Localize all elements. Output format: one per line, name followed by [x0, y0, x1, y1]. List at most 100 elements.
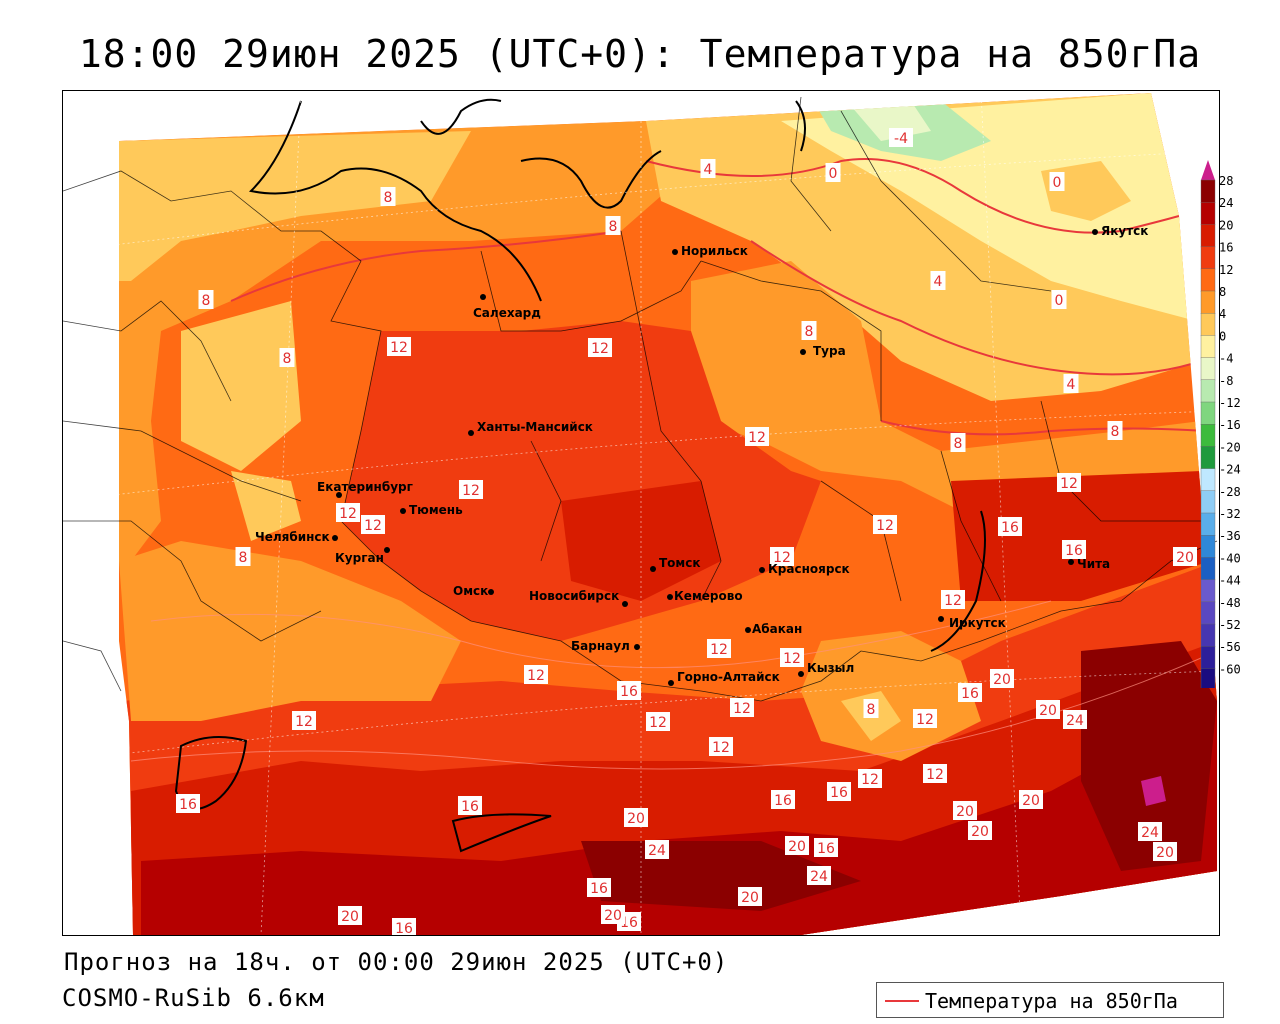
- city-label: Курган: [335, 551, 384, 565]
- contour-value-label: 12: [773, 550, 791, 566]
- contour-label-bg: [700, 159, 716, 178]
- city-label: Красноярск: [768, 562, 850, 576]
- temperature-field: [119, 93, 1217, 935]
- contour-value-label: 16: [179, 797, 197, 813]
- city-label: Салехард: [473, 306, 541, 320]
- contour-label-bg: [785, 836, 809, 855]
- contour-label-bg: [863, 699, 879, 718]
- colorbar-tick-label: -12: [1219, 396, 1241, 410]
- contour-value-label: 16: [774, 793, 792, 809]
- contour-value-label: 16: [817, 841, 835, 857]
- colorbar-swatch: [1200, 623, 1216, 647]
- contour-label-bg: [338, 906, 362, 925]
- contour-label-bg: [387, 337, 411, 356]
- contour-label-bg: [176, 794, 200, 813]
- contour-label-bg: [588, 338, 612, 357]
- colorbar-tick-label: 28: [1219, 174, 1233, 188]
- contour-value-label: 12: [591, 341, 609, 357]
- colorbar-tick-label: 20: [1219, 218, 1233, 232]
- contour-label-bg: [889, 128, 913, 147]
- contour-label-bg: [923, 764, 947, 783]
- contour-value-label: -4: [894, 131, 908, 147]
- contour-label-bg: [990, 669, 1014, 688]
- contour-label-bg: [1062, 540, 1086, 559]
- colorbar-swatch: [1200, 202, 1216, 226]
- contour-label-bg: [601, 905, 625, 924]
- city-dot: [672, 249, 678, 255]
- contour-label-bg: [380, 187, 396, 206]
- contour-value-label: 20: [341, 909, 359, 925]
- contour-value-label: 4: [704, 162, 713, 178]
- contour-value-label: 8: [805, 324, 814, 340]
- colorbar-tick-label: -52: [1219, 618, 1241, 632]
- contour-value-label: 12: [462, 483, 480, 499]
- contour-label-bg: [1063, 374, 1079, 393]
- city-markers: Норильск Якутск Салехард Тура Ханты-Мансийск…: [255, 224, 1148, 686]
- contour-value-label: 16: [461, 799, 479, 815]
- contour-value-label: 16: [395, 921, 413, 935]
- contour-label-bg: [292, 711, 316, 730]
- city-dot: [1068, 559, 1074, 565]
- city-label: Челябинск: [255, 530, 330, 544]
- contour-value-label: 16: [1065, 543, 1083, 559]
- contour-label-bg: [771, 790, 795, 809]
- contour-label-bg: [738, 887, 762, 906]
- colorbar-tick-label: 0: [1219, 329, 1226, 343]
- contour-value-label: 12: [390, 340, 408, 356]
- contour-label-bg: [235, 547, 251, 566]
- contour-label-bg: [780, 648, 804, 667]
- contour-value-label: 12: [748, 430, 766, 446]
- colorbar-swatch: [1200, 446, 1216, 470]
- contour-value-label: 0: [1055, 293, 1064, 309]
- contour-labels: -4 0 0 0 4 4 4 8 8 8 8 8 8 8 8 8 12 12 12 12 12 12 12 12 12 12 12 1…: [176, 128, 1197, 935]
- contour-label-bg: [1049, 172, 1065, 191]
- contour-value-label: 12: [783, 651, 801, 667]
- contour-value-label: 12: [339, 506, 357, 522]
- contour-label-bg: [459, 480, 483, 499]
- contour-value-label: 16: [830, 785, 848, 801]
- contour-value-label: 12: [527, 668, 545, 684]
- city-dot: [622, 601, 628, 607]
- contour-value-label: 12: [712, 740, 730, 756]
- contour-value-label: 20: [993, 672, 1011, 688]
- colorbar-swatch: [1200, 379, 1216, 403]
- contour-label-bg: [958, 683, 982, 702]
- contour-value-label: 8: [202, 293, 211, 309]
- city-label: Иркутск: [949, 616, 1006, 630]
- contour-label-bg: [1138, 822, 1162, 841]
- colorbar-swatch: [1200, 224, 1216, 248]
- colorbar-swatch: [1200, 179, 1216, 203]
- temperature-map: -4 0 0 0 4 4 4 8 8 8 8 8 8 8 8 8 12 12 12 12 12 12 12 12 12 12 12 1…: [62, 90, 1220, 936]
- colorbar-swatch: [1200, 357, 1216, 381]
- colorbar-tick-label: -56: [1219, 640, 1241, 654]
- city-label: Норильск: [681, 244, 748, 258]
- contour-label-bg: [1153, 842, 1177, 861]
- contour-value-label: 12: [876, 518, 894, 534]
- colorbar-tick-label: -40: [1219, 551, 1241, 565]
- colorbar-swatch: [1200, 401, 1216, 425]
- colorbar-tick-label: 8: [1219, 285, 1226, 299]
- colorbar-tick-label: 16: [1219, 241, 1233, 255]
- colorbar-tick-label: -20: [1219, 440, 1241, 454]
- contour-label-bg: [1173, 547, 1197, 566]
- contour-value-label: 8: [239, 550, 248, 566]
- city-label: Чита: [1077, 557, 1110, 571]
- colorbar-swatch: [1200, 424, 1216, 448]
- colorbar-tick-label: -8: [1219, 374, 1233, 388]
- contour-value-label: 20: [627, 811, 645, 827]
- city-dot: [650, 566, 656, 572]
- contour-label-bg: [1057, 473, 1081, 492]
- colorbar-swatch: [1200, 335, 1216, 359]
- contour-label-bg: [968, 821, 992, 840]
- forecast-info: Прогноз на 18ч. от 00:00 29июн 2025 (UTC…: [64, 948, 729, 976]
- contour-value-label: 12: [649, 715, 667, 731]
- contour-value-label: 12: [295, 714, 313, 730]
- legend-line-swatch: [885, 1000, 919, 1002]
- map-title: 18:00 29июн 2025 (UTC+0): Температура на…: [78, 32, 1202, 76]
- city-dot: [480, 294, 486, 300]
- contour-label-bg: [645, 840, 669, 859]
- model-name: COSMO-RuSib 6.6км: [62, 984, 325, 1012]
- city-dot: [468, 430, 474, 436]
- contour-value-label: 12: [733, 701, 751, 717]
- contour-value-label: 20: [788, 839, 806, 855]
